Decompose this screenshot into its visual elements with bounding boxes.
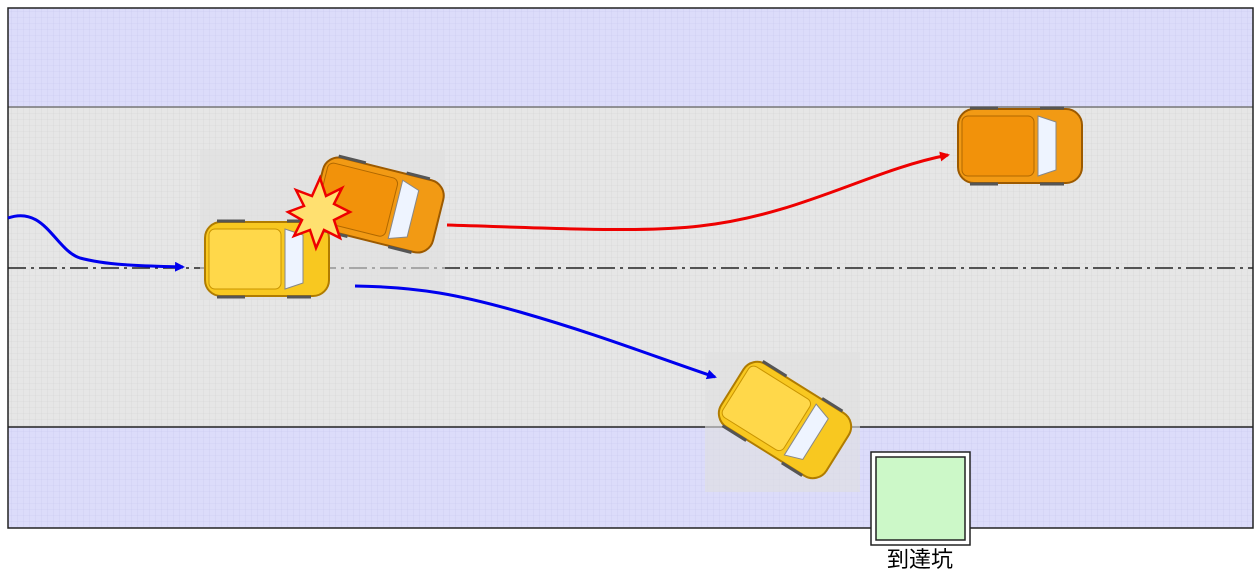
sidewalk-bottom [8, 427, 1253, 528]
sidewalk-top [8, 8, 1253, 107]
diagram: 到達坑 [0, 0, 1259, 579]
pit-label: 到達坑 [887, 548, 953, 573]
pit [876, 457, 965, 540]
orange-car-final [958, 108, 1082, 184]
page: 到達坑 (() => { const data = JSON.parse(doc… [0, 0, 1259, 579]
